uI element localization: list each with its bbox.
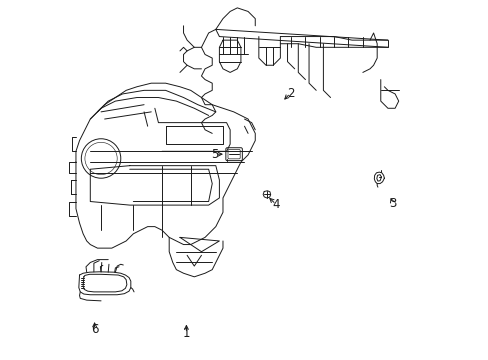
Text: 1: 1 bbox=[183, 327, 190, 340]
Text: 5: 5 bbox=[211, 148, 218, 161]
Text: 6: 6 bbox=[91, 323, 98, 336]
Text: 4: 4 bbox=[272, 198, 279, 211]
Text: 3: 3 bbox=[388, 197, 395, 210]
Text: 2: 2 bbox=[286, 87, 294, 100]
